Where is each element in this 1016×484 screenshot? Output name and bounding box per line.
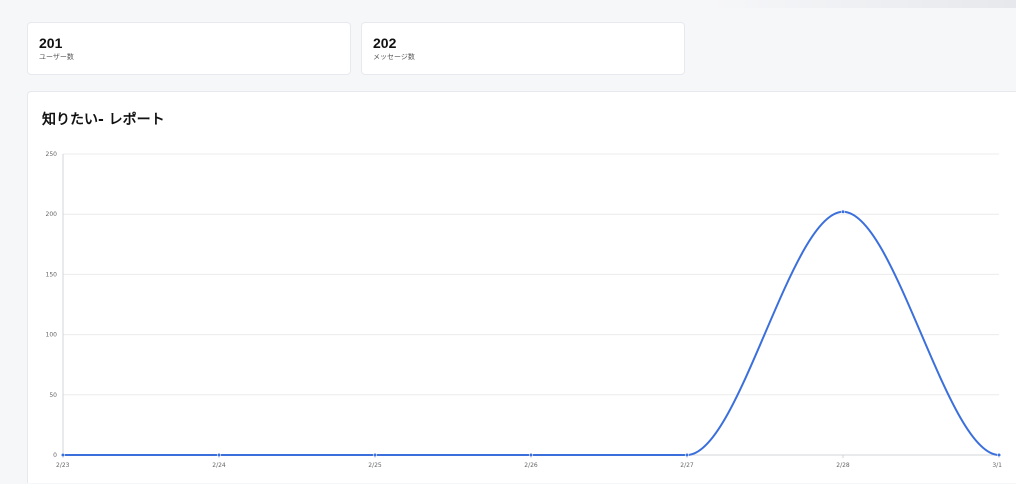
y-tick-label: 50: [49, 392, 57, 399]
y-tick-label: 150: [46, 271, 58, 278]
data-point: [372, 452, 378, 458]
top-bar: [0, 0, 1016, 8]
user-count-label: ユーザー数: [39, 53, 74, 61]
report-title: 知りたい- レポート: [42, 112, 165, 128]
message-count-card: 202 メッセージ数: [361, 22, 685, 75]
y-tick-label: 200: [46, 211, 58, 218]
x-tick-label: 3/1: [992, 462, 1002, 469]
y-tick-label: 0: [53, 452, 57, 459]
data-point: [840, 209, 846, 214]
data-point: [996, 452, 1002, 458]
x-tick-label: 2/25: [368, 462, 382, 469]
message-count-label: メッセージ数: [373, 53, 415, 61]
data-point: [60, 452, 66, 458]
x-tick-label: 2/23: [56, 462, 70, 469]
user-count-card: 201 ユーザー数: [27, 22, 351, 75]
user-count-value: 201: [39, 35, 63, 51]
report-card: 知りたい- レポート 0 50 100 150 200 250 2/23 2/24 2/25 2/…: [27, 91, 1016, 483]
x-tick-label: 2/27: [680, 462, 694, 469]
data-point: [216, 452, 222, 458]
x-tick-label: 2/24: [212, 462, 226, 469]
series-line: [62, 210, 1000, 457]
data-point: [684, 452, 690, 458]
line-chart: 0 50 100 150 200 250 2/23 2/24 2/25 2/26 2/27 2/28 3…: [46, 151, 1003, 469]
x-tick-label: 2/26: [524, 462, 538, 469]
x-tick-label: 2/28: [836, 462, 850, 469]
message-count-value: 202: [373, 35, 397, 51]
y-tick-label: 250: [46, 151, 58, 158]
y-tick-label: 100: [46, 332, 58, 339]
data-point: [528, 452, 534, 458]
